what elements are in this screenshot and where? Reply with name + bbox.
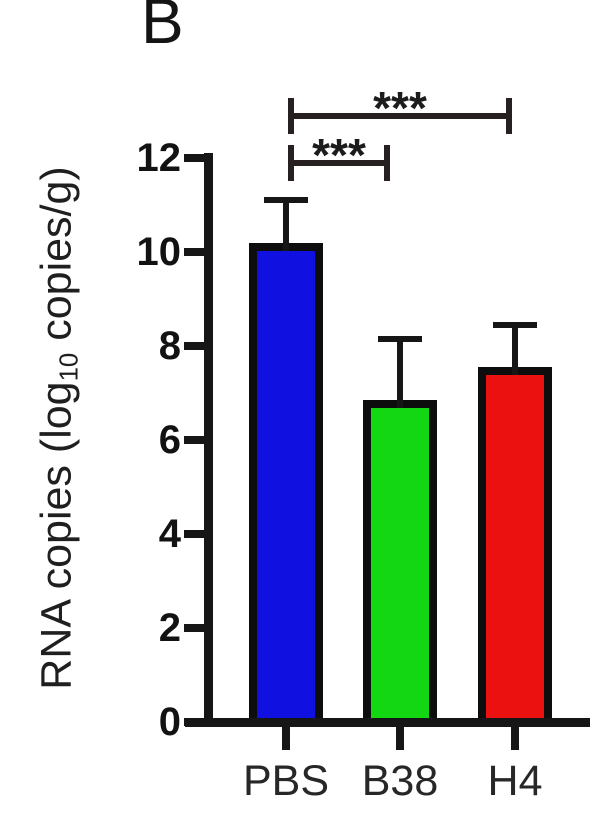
- error-whisker-b38: [397, 338, 403, 409]
- y-axis-line: [204, 153, 213, 727]
- x-tick-label-h4: H4: [487, 757, 543, 805]
- error-cap-h4: [493, 321, 537, 328]
- y-tick-4: [184, 530, 205, 538]
- sig-bracket-bar-pbs-b38: [288, 160, 390, 166]
- y-tick-label-6: 6: [158, 418, 181, 462]
- panel-label: B: [141, 0, 184, 57]
- x-tick-label-pbs: PBS: [242, 757, 330, 805]
- x-tick-label-b38: B38: [361, 757, 439, 805]
- bar-pbs: [249, 242, 323, 726]
- error-whisker-h4: [512, 324, 518, 376]
- y-tick-10: [184, 248, 205, 256]
- y-tick-2: [184, 624, 205, 632]
- y-tick-8: [184, 342, 205, 350]
- y-tick-label-12: 12: [136, 136, 182, 180]
- sig-bracket-end-left-pbs-b38: [288, 145, 294, 181]
- y-tick-0: [184, 718, 205, 726]
- x-tick-h4: [511, 727, 519, 750]
- y-tick-label-4: 4: [158, 512, 181, 556]
- sig-bracket-end-right-pbs-b38: [384, 145, 390, 181]
- error-cap-pbs: [264, 197, 308, 204]
- y-tick-label-2: 2: [158, 606, 181, 650]
- bar-b38: [363, 400, 437, 726]
- sig-bracket-bar-pbs-h4: [288, 113, 512, 119]
- significance-stars-pbs-b38: ***: [312, 129, 366, 181]
- sig-bracket-end-left-pbs-h4: [288, 98, 294, 134]
- x-tick-b38: [396, 727, 404, 750]
- y-tick-label-10: 10: [136, 230, 182, 274]
- y-tick-12: [184, 154, 205, 162]
- x-tick-pbs: [282, 727, 290, 750]
- y-tick-6: [184, 436, 205, 444]
- x-axis-line: [185, 718, 590, 727]
- sig-bracket-end-right-pbs-h4: [506, 98, 512, 134]
- y-tick-label-0: 0: [158, 700, 181, 744]
- bar-h4: [478, 367, 552, 726]
- y-tick-label-8: 8: [158, 324, 181, 368]
- significance-stars-pbs-h4: ***: [373, 82, 427, 134]
- error-whisker-pbs: [283, 200, 289, 251]
- error-cap-b38: [378, 335, 422, 342]
